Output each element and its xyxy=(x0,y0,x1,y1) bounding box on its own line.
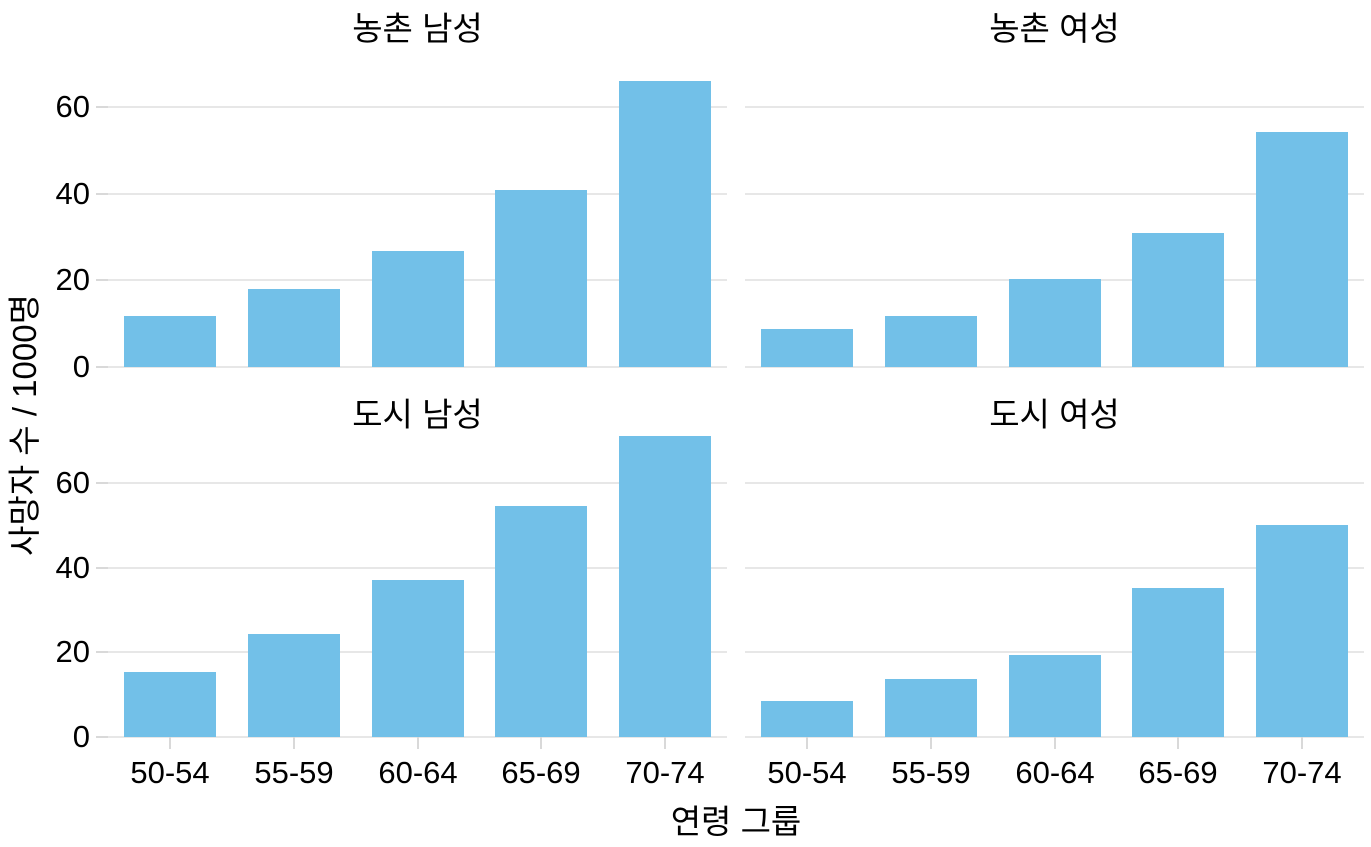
ytick-label-40: 40 xyxy=(55,550,90,585)
y-axis-label: 사망자 수 / 1000명 xyxy=(6,294,43,556)
bar-65-69 xyxy=(1132,233,1224,367)
bar-65-69 xyxy=(495,190,587,367)
gridline-y40 xyxy=(108,567,727,569)
panel-urban-male xyxy=(108,421,727,738)
ytick-label-0: 0 xyxy=(72,349,90,384)
xtick-label-65-69: 65-69 xyxy=(501,755,581,790)
bar-50-54 xyxy=(761,701,853,737)
ytick-mark xyxy=(96,366,108,368)
xtick-label-70-74: 70-74 xyxy=(625,755,705,790)
bar-50-54 xyxy=(124,672,216,737)
bar-70-74 xyxy=(619,81,711,367)
gridline-y60 xyxy=(745,482,1364,484)
gridline-y40 xyxy=(745,193,1364,195)
bar-50-54 xyxy=(124,316,216,367)
xtick-mark xyxy=(417,737,419,749)
xtick-label-50-54: 50-54 xyxy=(767,755,847,790)
bar-55-59 xyxy=(885,679,977,737)
gridline-y20 xyxy=(745,651,1364,653)
bar-55-59 xyxy=(248,634,340,737)
xtick-mark xyxy=(1177,737,1179,749)
xtick-label-60-64: 60-64 xyxy=(378,755,458,790)
xtick-mark xyxy=(1301,737,1303,749)
bar-60-64 xyxy=(372,580,464,737)
xtick-mark xyxy=(293,737,295,749)
gridline-y60 xyxy=(745,106,1364,108)
bar-65-69 xyxy=(1132,588,1224,737)
xtick-label-50-54: 50-54 xyxy=(130,755,210,790)
panel-title-rural-female: 농촌 여성 xyxy=(989,10,1120,47)
bar-60-64 xyxy=(1009,655,1101,737)
xtick-label-65-69: 65-69 xyxy=(1138,755,1218,790)
bar-60-64 xyxy=(1009,279,1101,367)
ytick-label-0: 0 xyxy=(72,719,90,754)
gridline-y60 xyxy=(108,482,727,484)
ytick-label-60: 60 xyxy=(55,89,90,124)
ytick-label-40: 40 xyxy=(55,176,90,211)
bar-70-74 xyxy=(1256,132,1348,367)
xtick-mark xyxy=(540,737,542,749)
xtick-mark xyxy=(930,737,932,749)
ytick-label-20: 20 xyxy=(55,634,90,669)
panel-title-urban-male: 도시 남성 xyxy=(352,396,483,433)
ytick-mark xyxy=(96,106,108,108)
ytick-label-20: 20 xyxy=(55,262,90,297)
gridline-y60 xyxy=(108,106,727,108)
ytick-mark xyxy=(96,193,108,195)
ytick-label-60: 60 xyxy=(55,465,90,500)
ytick-mark xyxy=(96,567,108,569)
ytick-mark xyxy=(96,279,108,281)
xtick-mark xyxy=(1054,737,1056,749)
bar-65-69 xyxy=(495,506,587,737)
bar-55-59 xyxy=(248,289,340,367)
x-axis-label: 연령 그룹 xyxy=(670,803,802,840)
xtick-mark xyxy=(664,737,666,749)
panel-rural-female xyxy=(745,67,1364,368)
bar-70-74 xyxy=(619,436,711,737)
ytick-mark xyxy=(96,651,108,653)
xtick-label-60-64: 60-64 xyxy=(1015,755,1095,790)
bar-55-59 xyxy=(885,316,977,367)
bar-50-54 xyxy=(761,329,853,367)
xtick-mark xyxy=(806,737,808,749)
xtick-label-55-59: 55-59 xyxy=(891,755,971,790)
panel-rural-male xyxy=(108,67,727,368)
panel-urban-female xyxy=(745,421,1364,738)
bar-70-74 xyxy=(1256,525,1348,737)
gridline-y0 xyxy=(745,366,1364,368)
xtick-label-70-74: 70-74 xyxy=(1262,755,1342,790)
xtick-label-55-59: 55-59 xyxy=(254,755,334,790)
ytick-mark xyxy=(96,482,108,484)
gridline-y0 xyxy=(108,366,727,368)
ytick-mark xyxy=(96,736,108,738)
panel-title-urban-female: 도시 여성 xyxy=(989,396,1120,433)
gridline-y40 xyxy=(745,567,1364,569)
panel-title-rural-male: 농촌 남성 xyxy=(352,10,483,47)
bar-60-64 xyxy=(372,251,464,367)
gridline-y40 xyxy=(108,193,727,195)
xtick-mark xyxy=(169,737,171,749)
